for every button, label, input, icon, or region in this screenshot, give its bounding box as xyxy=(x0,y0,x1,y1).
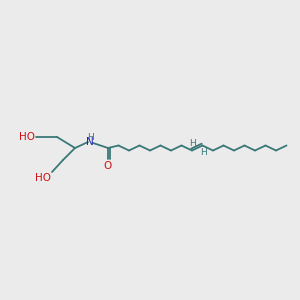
Text: H: H xyxy=(200,148,207,157)
Text: N: N xyxy=(86,137,94,147)
Text: HO: HO xyxy=(35,173,51,183)
Text: O: O xyxy=(104,161,112,171)
Text: H: H xyxy=(190,139,196,148)
Text: HO: HO xyxy=(19,132,35,142)
Text: H: H xyxy=(87,133,93,142)
